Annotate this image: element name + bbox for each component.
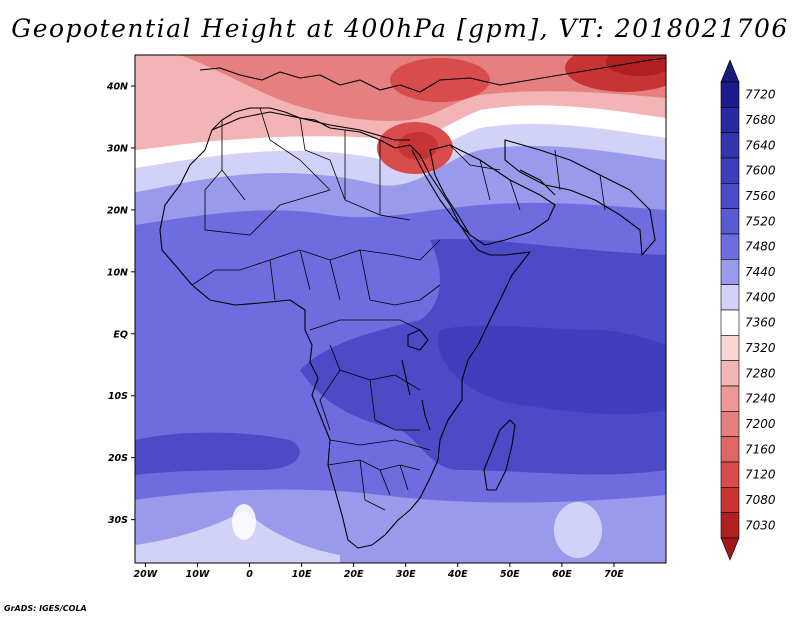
colorbar-swatch — [720, 335, 740, 361]
field-band-darker-blue-core — [438, 325, 666, 415]
lon-tick-label: 40E — [447, 569, 468, 580]
colorbar-swatch — [720, 512, 740, 539]
colorbar-label: 7400 — [745, 290, 776, 304]
colorbar-swatch — [720, 107, 740, 133]
colorbar-label: 7720 — [745, 88, 776, 102]
colorbar-label: 7560 — [745, 189, 776, 203]
colorbar-swatch — [720, 461, 740, 488]
geopotential-field — [135, 55, 666, 563]
map-border — [134, 54, 667, 564]
coastlines — [159, 57, 666, 549]
country-borders — [191, 107, 606, 511]
arabia-outline — [429, 144, 556, 246]
mediterranean-south-coast — [211, 111, 410, 141]
colorbar-label: 7080 — [745, 493, 776, 507]
colorbar-swatch — [720, 487, 740, 513]
lon-tick-label: 20W — [134, 569, 158, 580]
colorbar-label: 7360 — [745, 316, 776, 330]
longitude-axis: 20W 10W 0 10E 20E 30E 40E 50E 60E 70E — [134, 563, 624, 580]
field-ridge-south-indian — [554, 502, 602, 558]
colorbar-label: 7520 — [745, 214, 776, 228]
border-lines-sahel — [191, 239, 441, 306]
lon-tick-label: 70E — [604, 569, 624, 580]
colorbar-label: 7320 — [745, 341, 776, 355]
colorbar-top-arrow — [720, 59, 740, 83]
red-sea — [411, 149, 471, 236]
persian-gulf — [519, 169, 556, 196]
lon-tick-label: 0 — [246, 569, 253, 580]
border-lines-central — [309, 319, 421, 431]
colorbar-swatch — [720, 411, 740, 437]
lon-tick-label: 20E — [344, 569, 364, 580]
lon-tick-label: 30E — [396, 569, 416, 580]
lake-malawi — [421, 399, 431, 431]
lat-tick-label: 20S — [108, 453, 128, 464]
madagascar-outline — [483, 419, 516, 491]
lat-tick-label: 10S — [108, 391, 128, 402]
chart-title: Geopotential Height at 400hPa [gpm], VT:… — [11, 14, 789, 43]
colorbar-swatch — [720, 284, 740, 311]
colorbar-swatch — [720, 259, 740, 285]
colorbar-label: 7120 — [745, 468, 776, 482]
border-lines-south — [327, 439, 431, 511]
border-lines-middle-east — [449, 144, 606, 211]
field-ridge-south-atlantic — [232, 504, 256, 540]
colorbar-swatch — [720, 183, 740, 209]
field-low-levant-core — [398, 132, 438, 160]
colorbar-swatch — [720, 360, 740, 387]
lat-tick-label: 20N — [107, 205, 128, 216]
colorbar-swatch — [720, 208, 740, 235]
colorbar-label: 7480 — [745, 240, 776, 254]
field-band-deep-blue-southwest — [135, 432, 300, 475]
colorbar-swatch — [720, 309, 740, 336]
lat-tick-label: EQ — [113, 329, 128, 340]
colorbar-swatch — [720, 132, 740, 159]
colorbar-label: 7280 — [745, 366, 776, 380]
lon-tick-label: 10W — [186, 569, 210, 580]
europe-outline — [199, 57, 666, 93]
colorbar-bottom-arrow — [720, 537, 740, 561]
lat-tick-label: 30N — [107, 143, 128, 154]
lon-tick-label: 10E — [292, 569, 312, 580]
lake-tanganyika — [401, 359, 411, 396]
africa-outline — [159, 107, 531, 549]
colorbar-label: 7030 — [745, 518, 776, 532]
colorbar-swatch — [720, 157, 740, 184]
lat-tick-label: 10N — [107, 267, 128, 278]
border-lines-north-africa — [204, 107, 411, 236]
grads-credit: GrADS: IGES/COLA — [4, 604, 87, 613]
lat-tick-label: 30S — [108, 515, 128, 526]
colorbar-label: 7680 — [745, 113, 776, 127]
colorbar-swatch — [720, 81, 740, 108]
lake-victoria — [407, 329, 429, 351]
colorbar-label: 7600 — [745, 164, 776, 178]
lon-tick-label: 60E — [552, 569, 572, 580]
lat-tick-label: 40N — [106, 81, 128, 92]
colorbar-label: 7200 — [745, 417, 776, 431]
colorbar-label: 7440 — [745, 265, 776, 279]
colorbar-swatch — [720, 233, 740, 260]
latitude-axis: 40N 30N 20N 10N EQ 10S 20S 30S — [106, 81, 135, 526]
iran-india-outline — [504, 139, 656, 256]
colorbar-swatch — [720, 436, 740, 463]
colorbar-label: 7640 — [745, 138, 776, 152]
colorbar-label: 7240 — [745, 392, 776, 406]
lon-tick-label: 50E — [500, 569, 520, 580]
colorbar-label: 7160 — [745, 442, 776, 456]
colorbar-swatch — [720, 385, 740, 412]
colorbar: 7720 7680 7640 7600 7560 7520 7480 7440 7400 7360… — [720, 59, 776, 561]
